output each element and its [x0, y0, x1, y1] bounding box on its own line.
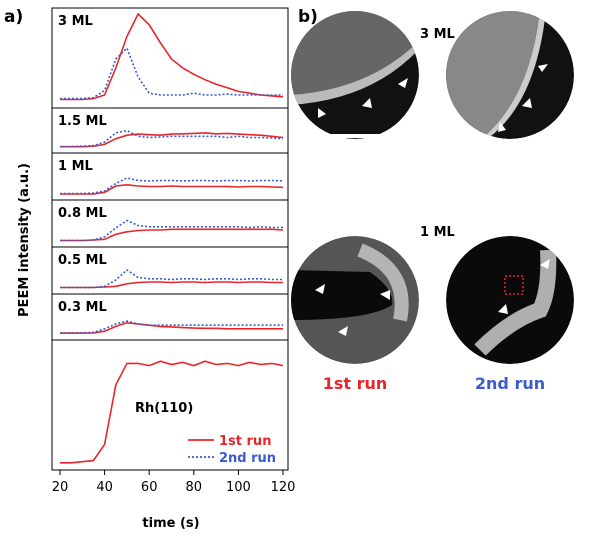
panel-label: 0.8 ML: [58, 206, 107, 221]
x-tick-label: 40: [96, 480, 113, 495]
x-tick-label: 60: [141, 480, 158, 495]
panel-label: b): [298, 7, 318, 27]
row-label: 1 ML: [420, 225, 455, 240]
series-line: [60, 177, 284, 195]
x-tick-label: 120: [271, 480, 296, 495]
peem-image: [446, 11, 574, 139]
legend-label: 2nd run: [219, 451, 276, 466]
peem-image: [446, 236, 574, 364]
legend-label: 1st run: [219, 434, 271, 449]
series-line: [60, 129, 284, 148]
series-line: [60, 360, 284, 464]
plot-frame: [51, 7, 289, 471]
x-axis-label: time (s): [142, 516, 199, 531]
panel-label: 3 ML: [58, 14, 93, 29]
series-line: [60, 281, 283, 289]
y-axis-label: PEEM intensity (a.u.): [17, 163, 32, 317]
panel-label: 1 ML: [58, 159, 93, 174]
series-line: [60, 268, 283, 289]
panel-label: 0.3 ML: [58, 300, 107, 315]
scale-bar-label: 200 µm: [332, 150, 382, 165]
run-label: 2nd run: [475, 374, 545, 393]
panel-a: a) PEEM intensity (a.u.) time (s): [4, 7, 200, 531]
x-tick-label: 80: [186, 480, 203, 495]
panel-label: 1.5 ML: [58, 114, 107, 129]
series-line: [60, 219, 283, 242]
series-line: [60, 132, 284, 148]
series-line: [60, 228, 284, 242]
panel-label: Rh(110): [135, 401, 193, 416]
series-line: [60, 320, 283, 334]
x-tick-label: 100: [226, 480, 251, 495]
run-label: 1st run: [323, 374, 388, 393]
panel-label: a): [4, 7, 23, 27]
panel-label: 0.5 ML: [58, 253, 107, 268]
peem-image: [291, 11, 419, 139]
series-line: [60, 321, 283, 334]
row-label: 3 ML: [420, 27, 455, 42]
series-line: [60, 12, 284, 101]
peem-image: [291, 236, 419, 364]
series-line: [60, 183, 284, 195]
series-line: [60, 46, 283, 100]
arrows: [315, 64, 550, 336]
panel-b: b) 200 µm 3 ML 1 ML: [291, 7, 574, 393]
x-tick-label: 20: [52, 480, 69, 495]
